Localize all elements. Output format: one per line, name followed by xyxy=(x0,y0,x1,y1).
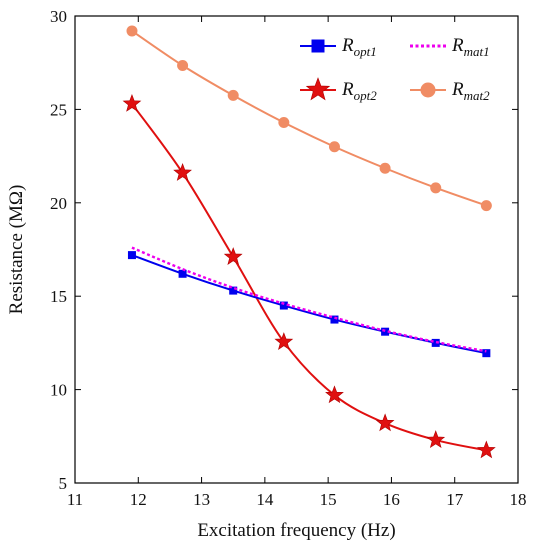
data-point-rmat2 xyxy=(177,60,189,72)
x-tick-label: 11 xyxy=(67,490,83,509)
data-point-ropt1 xyxy=(482,349,491,358)
series-line-rmat1 xyxy=(131,246,487,353)
data-point-ropt2 xyxy=(223,247,243,265)
x-tick-label: 18 xyxy=(510,490,527,509)
x-axis-title: Excitation frequency (Hz) xyxy=(197,520,395,541)
x-tick-label: 13 xyxy=(193,490,210,509)
legend-label-ropt2: Ropt2 xyxy=(341,79,377,103)
data-point-rmat2 xyxy=(480,200,492,212)
axis-ticks: 11 12 13 14 15 16 17 18 5 10 15 20 25 30 xyxy=(50,7,527,509)
data-point-ropt2 xyxy=(375,413,395,432)
plot-area xyxy=(74,15,519,484)
x-tick-label: 16 xyxy=(383,490,400,509)
data-point-ropt1 xyxy=(279,301,288,310)
series-line-rmat2 xyxy=(131,30,487,207)
data-point-rmat2 xyxy=(126,25,138,37)
y-tick-label: 25 xyxy=(50,100,67,119)
y-tick-label: 30 xyxy=(50,7,67,26)
series-ropt2 xyxy=(122,93,496,459)
data-point-ropt1 xyxy=(330,315,339,324)
x-tick-label: 14 xyxy=(256,490,274,509)
y-tick-label: 20 xyxy=(50,194,67,213)
data-point-ropt2 xyxy=(325,385,344,404)
x-tick-label: 17 xyxy=(446,490,464,509)
data-point-ropt1 xyxy=(381,327,390,336)
data-point-rmat2 xyxy=(379,162,391,174)
legend-entry-rmat1: Rmat1 xyxy=(410,35,490,59)
data-point-ropt1 xyxy=(127,251,136,260)
data-point-rmat2 xyxy=(328,141,340,153)
y-axis-title: Resistance (MΩ) xyxy=(6,185,27,315)
legend: Ropt1 Rmat1 Ropt2 Rmat2 xyxy=(300,35,490,103)
y-tick-label: 15 xyxy=(50,287,67,306)
series-rmat1 xyxy=(131,246,487,353)
data-point-ropt2 xyxy=(426,430,446,449)
data-point-ropt1 xyxy=(431,338,440,347)
x-tick-label: 15 xyxy=(320,490,337,509)
plot-border xyxy=(74,15,519,484)
legend-label-rmat2: Rmat2 xyxy=(451,79,490,103)
data-point-ropt2 xyxy=(173,163,192,181)
series-rmat2 xyxy=(126,25,492,212)
data-point-ropt2 xyxy=(122,93,142,112)
legend-marker-ropt1 xyxy=(311,39,325,53)
legend-marker-rmat2 xyxy=(420,82,436,98)
data-point-rmat2 xyxy=(430,182,442,194)
data-point-ropt2 xyxy=(476,440,496,459)
series-layer xyxy=(122,25,496,459)
data-point-ropt1 xyxy=(178,269,187,278)
data-point-rmat2 xyxy=(278,116,290,128)
data-point-rmat2 xyxy=(227,89,239,101)
series-ropt1 xyxy=(127,251,491,358)
x-tick-label: 12 xyxy=(130,490,147,509)
legend-label-ropt1: Ropt1 xyxy=(341,35,377,59)
data-point-ropt1 xyxy=(229,286,238,295)
legend-entry-ropt2: Ropt2 xyxy=(300,77,377,103)
y-tick-label: 5 xyxy=(59,474,68,493)
legend-entry-ropt1: Ropt1 xyxy=(300,35,377,59)
legend-entry-rmat2: Rmat2 xyxy=(410,79,490,103)
legend-label-rmat1: Rmat1 xyxy=(451,35,490,59)
data-point-ropt2 xyxy=(274,332,294,350)
legend-marker-ropt2 xyxy=(305,77,331,101)
y-tick-label: 10 xyxy=(50,381,67,400)
